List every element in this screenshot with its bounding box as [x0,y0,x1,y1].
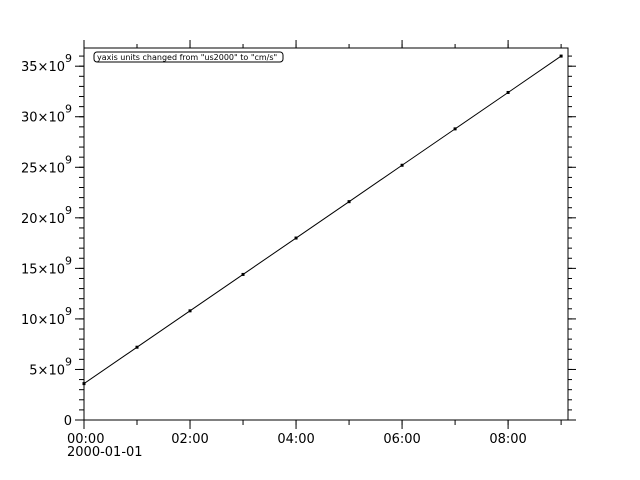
y-tick-exponent: 9 [65,355,72,368]
y-tick-exponent: 9 [65,52,72,65]
y-tick-label: 10×10 [21,313,65,328]
data-point [241,272,245,276]
data-point [347,200,351,204]
series-line [83,55,562,385]
y-tick-exponent: 9 [65,204,72,217]
axis-ticks [75,40,576,429]
data-point [400,163,404,167]
x-tick-label: 04:00 [277,432,314,447]
y-tick-label: 20×10 [21,212,65,227]
data-point [559,54,563,58]
y-tick-exponent: 9 [65,254,72,267]
y-tick-label: 0 [64,414,72,429]
y-tick-exponent: 9 [65,153,72,166]
x-tick-label: 08:00 [489,432,526,447]
x-tick-label: 00:00 [67,432,104,447]
data-point [453,127,457,131]
y-tick-exponent: 9 [65,305,72,318]
y-tick-label: 15×10 [21,262,65,277]
y-tick-label: 30×10 [21,111,65,126]
y-tick-label: 5×10 [29,363,65,378]
annotation-box: yaxis units changed from "us2000" to "cm… [93,51,284,63]
y-tick-label: 25×10 [21,161,65,176]
x-tick-label: 02:00 [171,432,208,447]
annotation-text: yaxis units changed from "us2000" to "cm… [97,53,277,62]
y-tick-label: 35×10 [21,60,65,75]
data-point [188,309,192,313]
data-point [82,382,86,386]
x-tick-sublabel: 2000-01-01 [67,445,143,460]
data-point [135,345,139,349]
series-group [82,54,563,386]
plot-frame [83,47,569,421]
x-tick-label: 06:00 [383,432,420,447]
data-point [294,236,298,240]
data-point [506,90,510,94]
y-tick-exponent: 9 [65,103,72,116]
